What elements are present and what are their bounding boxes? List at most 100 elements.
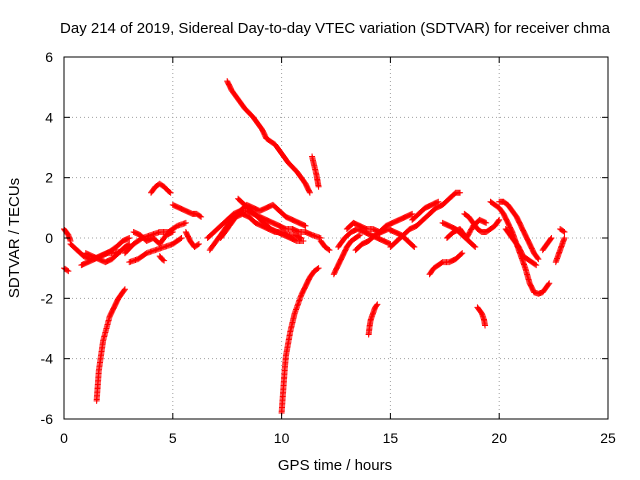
data-point-marker xyxy=(125,235,132,242)
data-point-marker xyxy=(160,256,167,263)
data-point-marker xyxy=(434,199,441,206)
data-point-marker xyxy=(355,232,362,239)
data-point-marker xyxy=(64,267,71,274)
data-point-marker xyxy=(496,216,503,223)
y-tick-label: 0 xyxy=(45,230,53,246)
data-point-marker xyxy=(121,287,128,294)
data-point-marker xyxy=(195,241,202,248)
data-point-marker xyxy=(65,268,72,275)
data-track xyxy=(474,304,489,329)
data-point-marker xyxy=(302,222,309,229)
data-track xyxy=(126,235,185,266)
data-point-marker xyxy=(177,235,184,242)
x-tick-label: 20 xyxy=(491,430,507,446)
data-point-marker xyxy=(315,265,322,272)
data-point-marker xyxy=(297,234,304,241)
data-point-marker xyxy=(546,280,553,287)
data-track xyxy=(557,225,568,235)
data-point-marker xyxy=(471,243,478,250)
data-point-marker xyxy=(459,250,466,257)
data-point-marker xyxy=(178,235,185,241)
chart-title: Day 214 of 2019, Sidereal Day-to-day VTE… xyxy=(60,20,611,37)
data-track xyxy=(224,78,313,196)
data-track xyxy=(426,250,466,278)
data-point-marker xyxy=(166,188,173,195)
data-track xyxy=(156,253,168,264)
data-point-marker xyxy=(182,219,189,226)
data-point-marker xyxy=(306,189,313,196)
x-tick-label: 0 xyxy=(60,430,68,446)
data-track xyxy=(443,216,490,241)
data-point-marker xyxy=(161,257,168,264)
data-point-marker xyxy=(408,211,415,218)
data-track xyxy=(552,235,568,266)
data-track xyxy=(182,228,202,251)
data-track xyxy=(148,180,174,196)
data-track xyxy=(502,225,540,269)
grid-lines xyxy=(64,57,608,419)
tick-marks xyxy=(63,56,609,420)
data-point-marker xyxy=(326,247,333,254)
data-point-marker xyxy=(325,246,332,253)
y-axis-label: SDTVAR / TECUs xyxy=(6,178,23,298)
data-point-marker xyxy=(495,217,502,224)
data-track xyxy=(93,286,128,404)
data-point-marker xyxy=(411,244,418,251)
data-track xyxy=(343,210,416,235)
x-tick-label: 25 xyxy=(600,430,616,446)
y-tick-label: -2 xyxy=(41,290,54,306)
data-point-marker xyxy=(301,222,308,229)
data-track xyxy=(217,201,309,241)
data-track xyxy=(496,198,542,263)
data-track xyxy=(317,238,333,254)
data-point-marker xyxy=(373,302,380,309)
y-tick-label: 6 xyxy=(45,49,53,65)
data-point-marker xyxy=(306,188,313,195)
data-point-marker xyxy=(167,189,174,196)
data-point-marker xyxy=(197,213,203,220)
data-point-marker xyxy=(314,265,321,272)
data-point-marker xyxy=(169,228,176,235)
data-point-marker xyxy=(548,235,555,241)
data-track xyxy=(330,231,363,278)
y-tick-label: 4 xyxy=(45,109,53,125)
data-track xyxy=(387,189,464,251)
data-point-marker xyxy=(198,213,205,220)
data-point-marker xyxy=(547,236,554,243)
data-point-marker xyxy=(410,243,417,250)
x-tick-label: 15 xyxy=(383,430,399,446)
y-tick-label: -4 xyxy=(41,351,54,367)
data-track xyxy=(278,265,322,416)
tick-labels: 0 5 10 15 20 25 -6 -4 -2 0 2 4 6 xyxy=(41,49,616,446)
data-track xyxy=(82,241,133,266)
data-point-marker xyxy=(300,238,307,245)
data-track xyxy=(539,235,555,254)
data-point-marker xyxy=(356,231,363,238)
data-track xyxy=(409,198,442,223)
series-sdtvar xyxy=(61,78,568,416)
data-track xyxy=(309,153,322,190)
data-point-marker xyxy=(545,281,552,288)
data-point-marker xyxy=(374,301,381,308)
data-point-marker xyxy=(535,256,542,263)
x-axis-label: GPS time / hours xyxy=(278,457,392,474)
data-point-marker xyxy=(194,241,201,248)
data-point-marker xyxy=(168,229,175,236)
data-point-marker xyxy=(533,262,540,269)
data-point-marker xyxy=(126,235,133,241)
data-point-marker xyxy=(458,250,465,257)
data-point-marker xyxy=(483,219,490,226)
data-point-marker xyxy=(534,255,541,262)
y-tick-label: -6 xyxy=(41,411,54,427)
data-point-marker xyxy=(532,261,539,268)
data-point-marker xyxy=(457,189,464,196)
data-track xyxy=(169,201,205,220)
data-point-marker xyxy=(121,286,128,293)
data-point-marker xyxy=(482,219,489,226)
data-point-marker xyxy=(315,183,322,190)
data-point-marker xyxy=(560,228,567,235)
data-point-marker xyxy=(561,235,568,241)
data-point-marker xyxy=(409,210,416,217)
